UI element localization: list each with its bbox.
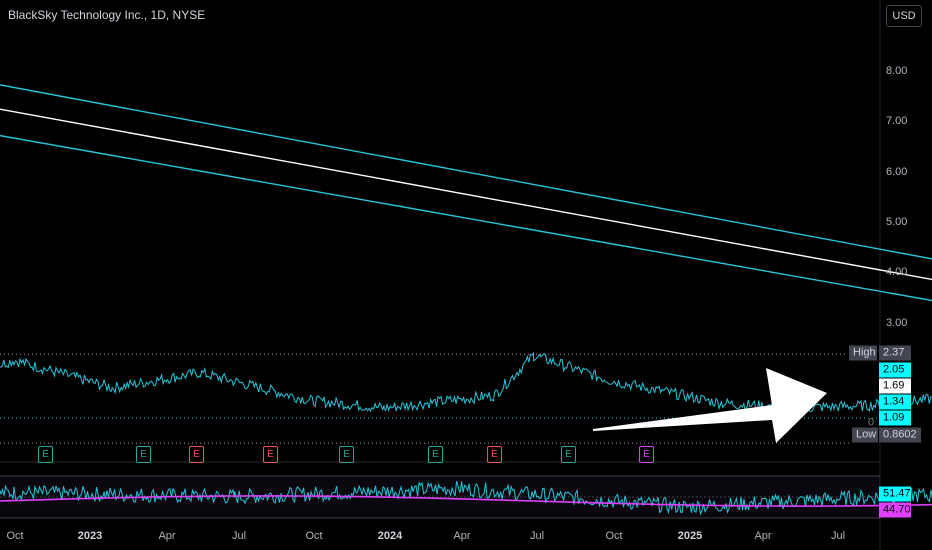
- time-tick: Oct: [305, 530, 323, 542]
- time-tick: Oct: [605, 530, 623, 542]
- low-value-tag: 0.8602: [879, 427, 921, 443]
- earnings-marker[interactable]: E: [428, 446, 443, 463]
- mid-channel-line: [0, 108, 932, 281]
- rsi-ma-line: [0, 495, 932, 507]
- earnings-marker[interactable]: E: [189, 446, 204, 463]
- rsi-value-tag: 51.47: [879, 486, 911, 502]
- lower-band-value-tag: 1.34: [879, 394, 911, 410]
- high-label-tag: High: [849, 345, 877, 361]
- price-tick: 7.00: [886, 115, 908, 128]
- time-tick: Oct: [6, 530, 24, 542]
- price-tick: 4.00: [886, 266, 908, 279]
- rsi-line: [0, 480, 932, 516]
- price-tick: 6.00: [886, 165, 908, 178]
- upper-channel-line: [0, 84, 932, 260]
- earnings-marker[interactable]: E: [38, 446, 53, 463]
- time-tick: Apr: [754, 530, 772, 542]
- rsi-ma-value-tag: 44.70: [879, 502, 911, 518]
- earnings-marker[interactable]: E: [487, 446, 502, 463]
- earnings-marker[interactable]: E: [263, 446, 278, 463]
- time-tick: Jul: [529, 530, 545, 542]
- earnings-marker[interactable]: E: [136, 446, 151, 463]
- price-tick: 5.00: [886, 215, 908, 228]
- hidden-digit: 0: [868, 416, 875, 429]
- last-price-tag: 1.09: [879, 410, 911, 426]
- price-tick: 8.00: [886, 65, 908, 77]
- earnings-marker[interactable]: E: [339, 446, 354, 463]
- price-line: [0, 351, 932, 415]
- time-tick: Jul: [830, 530, 846, 542]
- time-tick: Apr: [158, 530, 176, 542]
- price-tick: 3.00: [886, 316, 908, 329]
- earnings-marker[interactable]: E: [561, 446, 576, 463]
- time-tick: Apr: [453, 530, 471, 542]
- time-tick: 2024: [377, 530, 403, 542]
- chart-title: BlackSky Technology Inc., 1D, NYSE: [8, 8, 206, 22]
- currency-button[interactable]: USD: [886, 5, 922, 27]
- midline-value-tag: 1.69: [879, 378, 911, 394]
- lower-channel-line: [0, 134, 932, 302]
- time-tick: 2025: [677, 530, 703, 542]
- time-tick: 2023: [77, 530, 103, 542]
- low-label-tag: Low: [852, 427, 878, 443]
- upper-band-value-tag: 2.05: [879, 362, 911, 378]
- earnings-marker[interactable]: E: [639, 446, 654, 463]
- time-tick: Jul: [231, 530, 247, 542]
- high-value-tag: 2.37: [879, 345, 911, 361]
- projection-arrow: [593, 368, 827, 443]
